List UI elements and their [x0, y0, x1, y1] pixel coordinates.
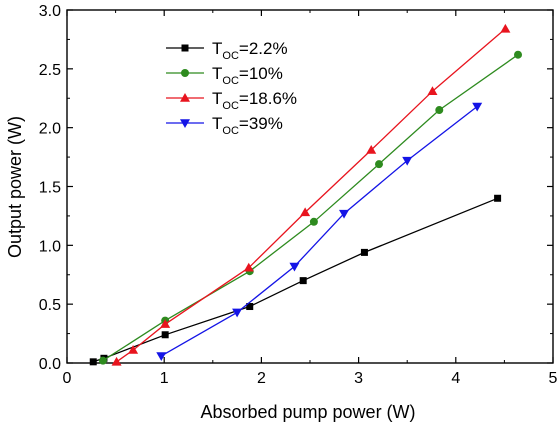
x-tick-label: 0: [63, 370, 72, 387]
data-point: [156, 352, 167, 361]
y-axis-title: Output power (W): [5, 116, 25, 258]
x-tick-label: 2: [257, 370, 266, 387]
data-point: [160, 319, 171, 328]
data-point: [435, 106, 444, 115]
data-point: [128, 345, 139, 354]
y-tick-label: 0.0: [39, 356, 61, 373]
legend-marker: [181, 44, 189, 52]
x-tick-label: 4: [451, 370, 460, 387]
series-3: [111, 23, 511, 366]
data-point: [89, 358, 97, 366]
data-point: [402, 156, 413, 166]
y-tick-label: 1.0: [39, 238, 61, 255]
x-axis-title: Absorbed pump power (W): [200, 402, 415, 422]
data-point: [246, 303, 254, 311]
series-line: [116, 28, 506, 363]
legend-label: TOC=18.6%: [212, 89, 297, 112]
plot-frame: [66, 9, 554, 364]
data-point: [309, 217, 318, 226]
data-point: [360, 248, 368, 256]
data-point: [161, 331, 169, 339]
legend-label: TOC=39%: [212, 114, 283, 137]
data-point: [299, 277, 307, 285]
legend-label: TOC=2.2%: [212, 39, 288, 62]
series-layer: [89, 23, 523, 366]
legend-label: TOC=10%: [212, 64, 283, 87]
x-tick-label: 3: [354, 370, 363, 387]
data-point: [232, 308, 243, 318]
x-tick-label: 5: [549, 370, 558, 387]
data-point: [339, 209, 350, 219]
legend-marker: [180, 93, 190, 102]
legend-item: TOC=10%: [166, 64, 283, 87]
data-point: [500, 23, 511, 33]
legend-item: TOC=39%: [166, 114, 283, 137]
data-point: [472, 102, 483, 112]
data-point: [289, 262, 300, 272]
series-1: [89, 194, 502, 366]
y-tick-label: 3.0: [39, 3, 61, 20]
legend-marker: [180, 119, 190, 128]
data-point: [494, 194, 502, 202]
data-point: [111, 356, 122, 366]
series-4: [156, 102, 483, 361]
y-tick-label: 1.5: [39, 180, 61, 197]
legend: TOC=2.2%TOC=10%TOC=18.6%TOC=39%: [166, 39, 297, 137]
series-line: [160, 105, 478, 357]
data-point: [375, 160, 384, 169]
y-tick-label: 2.5: [39, 62, 61, 79]
y-tick-label: 2.0: [39, 121, 61, 138]
x-tick-label: 1: [160, 370, 169, 387]
data-point: [300, 207, 311, 217]
data-point: [98, 356, 107, 365]
legend-item: TOC=18.6%: [166, 89, 297, 112]
legend-item: TOC=2.2%: [166, 39, 288, 62]
legend-marker: [181, 69, 189, 77]
data-point: [427, 86, 438, 95]
data-point: [243, 262, 254, 272]
data-point: [514, 50, 523, 59]
axes: 0 1 2 3 4 5 0.0 0.5 1.0 1.5 2.0 2.5 3.0: [39, 3, 558, 387]
y-tick-label: 0.5: [39, 297, 61, 314]
data-point: [366, 145, 377, 154]
